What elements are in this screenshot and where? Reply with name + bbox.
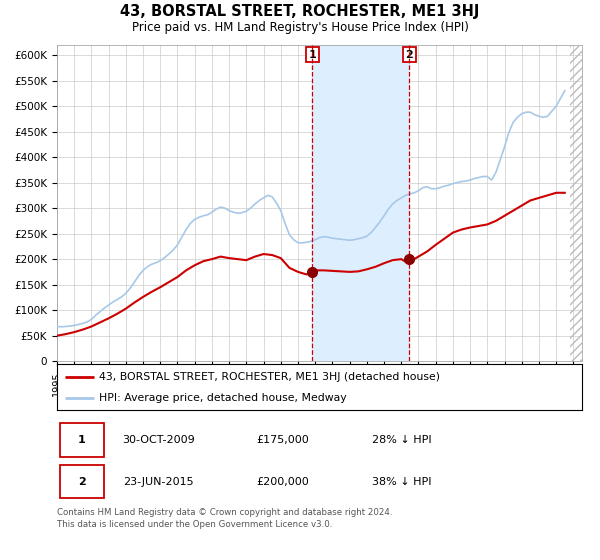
Text: HPI: Average price, detached house, Medway: HPI: Average price, detached house, Medw… [99, 394, 347, 403]
Text: 43, BORSTAL STREET, ROCHESTER, ME1 3HJ: 43, BORSTAL STREET, ROCHESTER, ME1 3HJ [121, 4, 479, 19]
Text: 2: 2 [78, 477, 86, 487]
Text: 23-JUN-2015: 23-JUN-2015 [122, 477, 193, 487]
FancyBboxPatch shape [59, 423, 104, 456]
Text: 38% ↓ HPI: 38% ↓ HPI [372, 477, 431, 487]
Text: 30-OCT-2009: 30-OCT-2009 [122, 435, 196, 445]
Bar [571, 45, 582, 361]
Text: Contains HM Land Registry data © Crown copyright and database right 2024.
This d: Contains HM Land Registry data © Crown c… [57, 508, 392, 529]
Text: £200,000: £200,000 [257, 477, 309, 487]
FancyBboxPatch shape [59, 465, 104, 498]
Text: 1: 1 [78, 435, 86, 445]
Text: £175,000: £175,000 [257, 435, 309, 445]
Text: 1: 1 [308, 49, 316, 59]
Text: Price paid vs. HM Land Registry's House Price Index (HPI): Price paid vs. HM Land Registry's House … [131, 21, 469, 34]
Text: 2: 2 [406, 49, 413, 59]
Bar [312, 45, 409, 361]
Text: 43, BORSTAL STREET, ROCHESTER, ME1 3HJ (detached house): 43, BORSTAL STREET, ROCHESTER, ME1 3HJ (… [99, 372, 440, 382]
Text: 28% ↓ HPI: 28% ↓ HPI [372, 435, 431, 445]
